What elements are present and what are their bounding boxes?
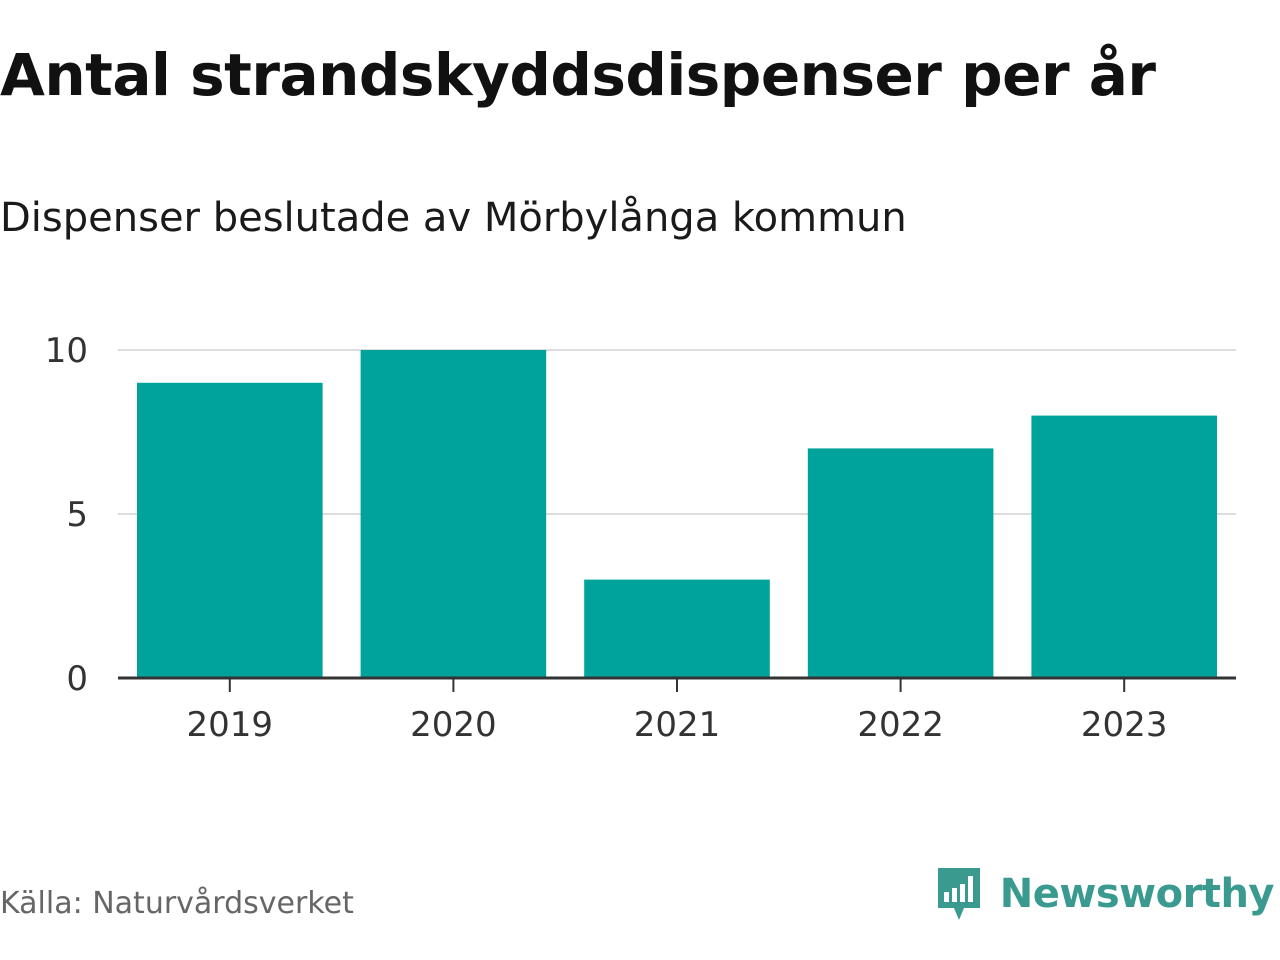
x-tick-label: 2019 <box>187 705 274 745</box>
bar <box>807 448 994 678</box>
bar <box>1031 415 1217 678</box>
chart-subtitle: Dispenser beslutade av Mörbylånga kommun <box>0 195 907 241</box>
x-tick-label: 2020 <box>410 705 497 745</box>
source-note: Källa: Naturvårdsverket <box>0 886 354 921</box>
y-tick-label: 5 <box>66 495 88 535</box>
chart-title: Antal strandskyddsdispenser per år <box>0 41 1156 109</box>
bar <box>360 350 547 678</box>
bar <box>137 382 323 678</box>
y-tick-label: 0 <box>66 659 88 699</box>
brand-logo: Newsworthy <box>934 864 1275 924</box>
x-tick-label: 2021 <box>634 705 721 745</box>
bar <box>584 579 770 678</box>
bar-chart: 0 5 10 2019 2020 2021 2022 2023 <box>45 331 1236 745</box>
x-tick-label: 2022 <box>857 705 944 745</box>
x-tick-label: 2023 <box>1081 705 1168 745</box>
brand-name: Newsworthy <box>999 871 1275 917</box>
y-tick-label: 10 <box>45 331 88 371</box>
chart-speech-bubble-icon <box>937 868 980 920</box>
